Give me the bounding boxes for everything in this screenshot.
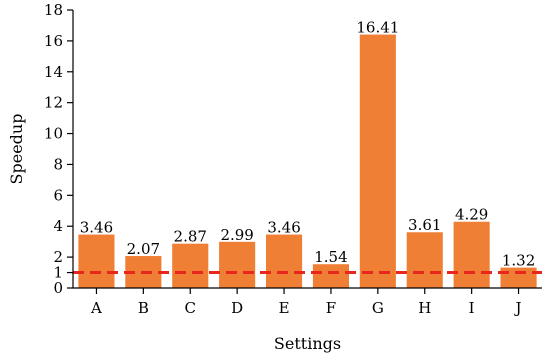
- x-tick-label-i: I: [469, 299, 475, 317]
- x-ticks-group: A B C D E F G H I J: [90, 288, 522, 317]
- data-label-a: 3.46: [80, 219, 113, 237]
- bar-h: [407, 232, 443, 288]
- bar-f: [313, 264, 349, 288]
- bar-a: [78, 235, 114, 288]
- data-label-j: 1.32: [502, 252, 535, 270]
- y-tick-label: 14: [44, 63, 63, 81]
- bar-e: [266, 235, 302, 288]
- data-label-g: 16.41: [356, 19, 399, 37]
- y-tick-label: 10: [44, 125, 63, 143]
- x-tick-label-d: D: [231, 299, 243, 317]
- y-tick-label: 1: [53, 264, 63, 282]
- y-tick-label: 0: [53, 279, 63, 297]
- y-tick-label: 2: [53, 248, 63, 266]
- data-label-c: 2.87: [174, 228, 207, 246]
- y-tick-label: 12: [44, 94, 63, 112]
- x-tick-label-g: G: [372, 299, 384, 317]
- y-tick-label: 18: [44, 1, 63, 19]
- data-label-h: 3.61: [408, 216, 441, 234]
- x-tick-label-j: J: [514, 299, 522, 317]
- x-tick-label-c: C: [185, 299, 196, 317]
- y-tick-label: 6: [53, 186, 63, 204]
- y-tick-label: 8: [53, 155, 63, 173]
- bar-j: [500, 268, 536, 288]
- bar-g: [360, 35, 396, 288]
- data-label-d: 2.99: [220, 226, 253, 244]
- data-label-b: 2.07: [127, 240, 160, 258]
- data-label-f: 1.54: [314, 248, 347, 266]
- x-tick-label-b: B: [138, 299, 149, 317]
- x-axis-label: Settings: [274, 334, 341, 353]
- data-label-i: 4.29: [455, 206, 488, 224]
- y-tick-label: 16: [44, 32, 63, 50]
- x-tick-label-h: H: [418, 299, 431, 317]
- y-axis-label: Speedup: [7, 114, 26, 185]
- bar-c: [172, 244, 208, 288]
- x-tick-label-a: A: [90, 299, 102, 317]
- y-tick-label: 4: [53, 217, 63, 235]
- data-label-e: 3.46: [267, 219, 300, 237]
- x-tick-label-f: F: [326, 299, 336, 317]
- bar-i: [454, 222, 490, 288]
- bar-d: [219, 242, 255, 288]
- x-tick-label-e: E: [279, 299, 290, 317]
